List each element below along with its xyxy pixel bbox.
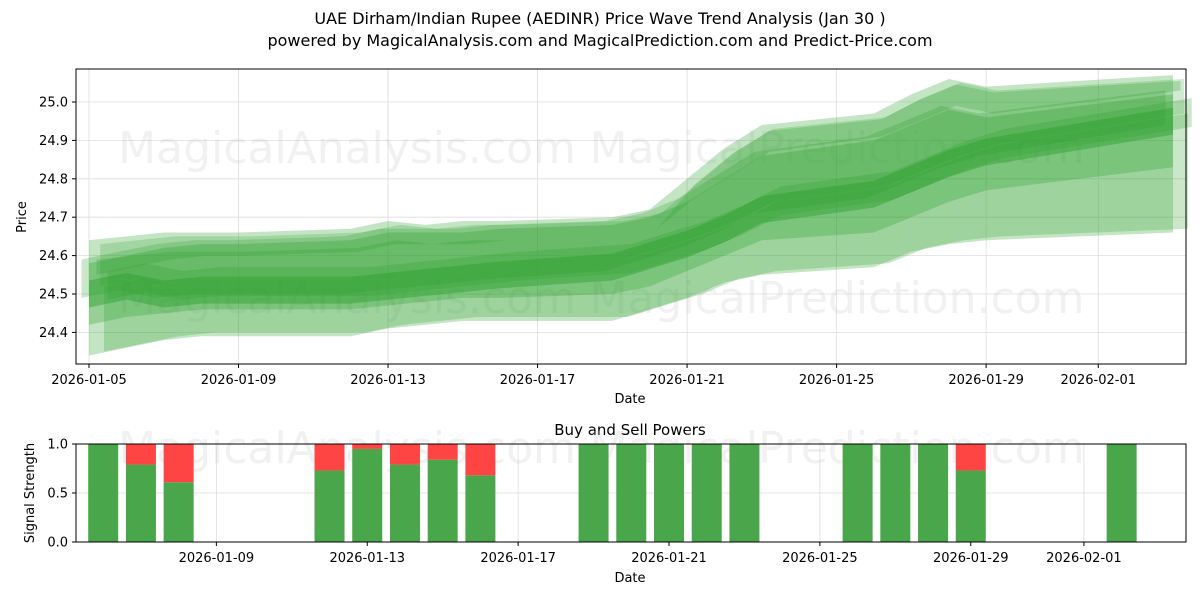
y-tick-label: 24.5 [39, 288, 68, 303]
y-tick-label: 0.5 [47, 487, 68, 502]
signal-x-ticks: 2026-01-09 2026-01-13 2026-01-17 2026-01-21… [179, 542, 1122, 566]
sell-bar [125, 444, 156, 465]
x-tick-label: 2026-01-21 [631, 551, 707, 566]
x-tick-label: 2026-02-01 [1046, 551, 1122, 566]
x-tick-label: 2026-01-29 [933, 551, 1009, 566]
buy-bar [616, 444, 647, 542]
sell-bar [389, 444, 420, 465]
price-x-ticks: 2026-01-05 2026-01-09 2026-01-13 2026-01-17… [51, 364, 1136, 388]
svg-text:MagicalAnalysis.com: MagicalAnalysis.com [118, 273, 576, 324]
price-x-label: Date [614, 392, 645, 407]
x-tick-label: 2026-01-13 [329, 551, 405, 566]
buy-bar [352, 448, 383, 542]
buy-sell-chart: Buy and Sell Powers MagicalAnalysis.com M… [23, 421, 1187, 586]
buy-bar [842, 444, 873, 542]
svg-text:MagicalAnalysis.com: MagicalAnalysis.com [118, 423, 576, 474]
buy-bar [465, 475, 496, 542]
sell-bar [427, 444, 458, 460]
price-y-label: Price [15, 201, 30, 233]
signal-y-label: Signal Strength [23, 443, 38, 543]
buy-bar [314, 470, 345, 542]
buy-bar [880, 444, 911, 542]
x-tick-label: 2026-01-17 [480, 551, 556, 566]
svg-text:MagicalPrediction.com: MagicalPrediction.com [590, 123, 1085, 174]
signal-bars [88, 444, 1137, 542]
sell-bar [314, 444, 345, 471]
y-tick-label: 24.7 [39, 211, 68, 226]
y-tick-label: 0.0 [47, 536, 68, 551]
chart-title: UAE Dirham/Indian Rupee (AEDINR) Price W… [314, 9, 886, 28]
x-tick-label: 2026-01-09 [179, 551, 255, 566]
price-axes-frame [75, 68, 1187, 365]
signal-x-label: Date [614, 571, 645, 586]
x-tick-label: 2026-01-29 [948, 373, 1024, 388]
buy-sell-title: Buy and Sell Powers [554, 421, 706, 439]
x-tick-label: 2026-01-25 [782, 551, 858, 566]
sell-bar [163, 444, 194, 483]
buy-bar [1106, 444, 1137, 542]
x-tick-label: 2026-02-01 [1060, 373, 1136, 388]
y-tick-label: 25.0 [39, 96, 68, 111]
x-tick-label: 2026-01-05 [51, 373, 127, 388]
sell-bar [352, 444, 383, 449]
buy-bar [88, 444, 119, 542]
signal-y-ticks: 0.0 0.5 1.0 [47, 438, 76, 551]
buy-bar [125, 464, 156, 542]
x-tick-label: 2026-01-13 [350, 373, 426, 388]
y-tick-label: 24.6 [39, 249, 68, 264]
svg-text:MagicalPrediction.com: MagicalPrediction.com [590, 273, 1085, 324]
buy-bar [955, 470, 986, 542]
x-tick-label: 2026-01-17 [500, 373, 576, 388]
chart-subtitle: powered by MagicalAnalysis.com and Magic… [267, 31, 933, 50]
buy-bar [729, 444, 760, 542]
buy-bar [163, 482, 194, 542]
sell-bar [465, 444, 496, 476]
sell-bar [955, 444, 986, 471]
buy-bar [427, 459, 458, 542]
x-tick-label: 2026-01-25 [799, 373, 875, 388]
y-tick-label: 24.8 [39, 172, 68, 187]
price-y-ticks: 24.4 24.5 24.6 24.7 24.8 24.9 25.0 [39, 96, 76, 341]
buy-bar [578, 444, 609, 542]
x-tick-label: 2026-01-21 [649, 373, 725, 388]
y-tick-label: 24.9 [39, 134, 68, 149]
buy-bar [918, 444, 949, 542]
price-watermarks: MagicalAnalysis.com MagicalPrediction.com… [118, 123, 1084, 324]
x-tick-label: 2026-01-09 [201, 373, 277, 388]
y-tick-label: 1.0 [47, 438, 68, 453]
buy-bar [654, 444, 684, 542]
price-wave-bands [81, 75, 1192, 356]
svg-text:MagicalAnalysis.com: MagicalAnalysis.com [118, 123, 576, 174]
buy-bar [389, 464, 420, 542]
y-tick-label: 24.4 [39, 326, 68, 341]
price-grid [76, 69, 1186, 364]
buy-bar [691, 444, 722, 542]
price-wave-chart: MagicalAnalysis.com MagicalPrediction.com… [15, 68, 1192, 407]
